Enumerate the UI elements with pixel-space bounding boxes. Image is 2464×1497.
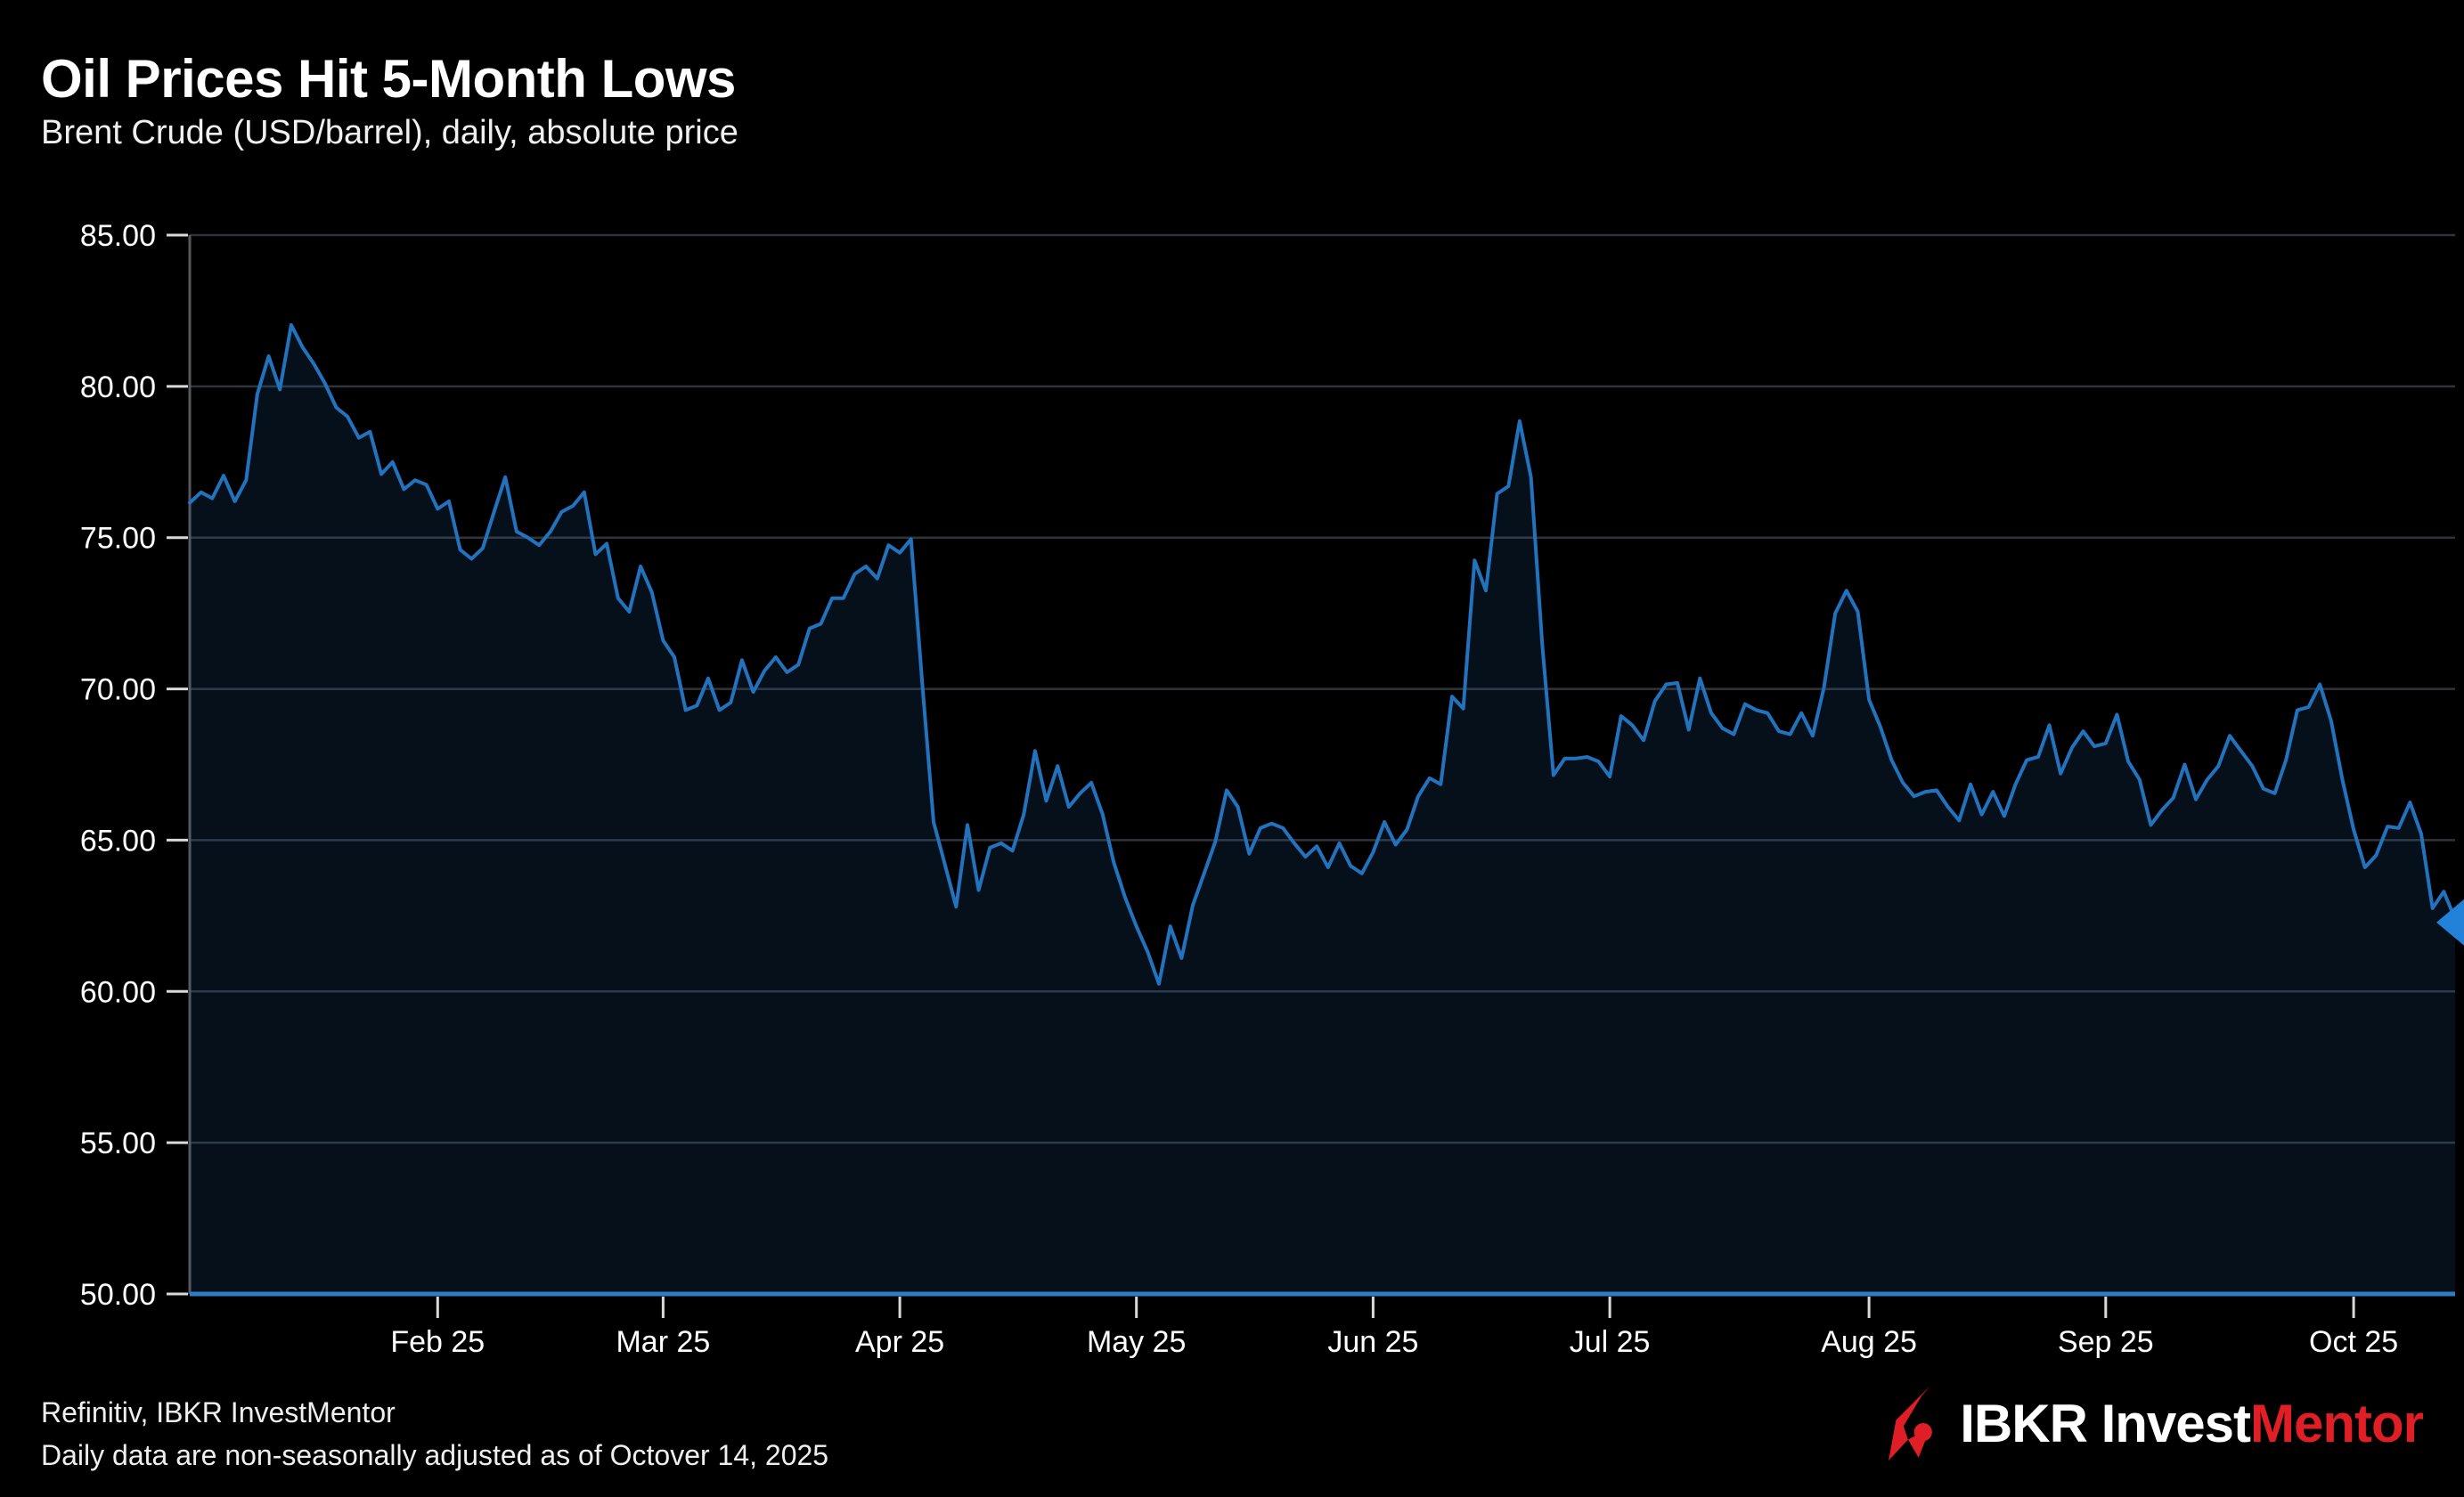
svg-text:75.00: 75.00 bbox=[80, 522, 156, 556]
svg-text:50.00: 50.00 bbox=[80, 1278, 156, 1312]
source-note: Refinitiv, IBKR InvestMentor bbox=[41, 1396, 396, 1428]
svg-text:60.00: 60.00 bbox=[80, 975, 156, 1009]
brand-logo: IBKR InvestMentor bbox=[1889, 1385, 2424, 1461]
series-line bbox=[188, 322, 2457, 986]
svg-text:Jul 25: Jul 25 bbox=[1570, 1325, 1651, 1359]
svg-text:Apr 25: Apr 25 bbox=[855, 1325, 944, 1359]
series-area bbox=[190, 324, 2455, 1294]
svg-text:Aug 25: Aug 25 bbox=[1821, 1325, 1917, 1359]
logo-blade bbox=[1889, 1385, 1931, 1461]
page-title: Oil Prices Hit 5-Month Lows bbox=[41, 49, 736, 110]
logo-text-red: Mentor bbox=[2250, 1393, 2424, 1453]
svg-text:Sep 25: Sep 25 bbox=[2058, 1325, 2154, 1359]
svg-text:65.00: 65.00 bbox=[80, 824, 156, 858]
svg-text:85.00: 85.00 bbox=[80, 219, 156, 253]
svg-text:80.00: 80.00 bbox=[80, 370, 156, 404]
svg-text:Mar 25: Mar 25 bbox=[616, 1325, 710, 1359]
latest-value-marker bbox=[2436, 899, 2464, 946]
svg-text:Oct 25: Oct 25 bbox=[2309, 1325, 2398, 1359]
svg-text:55.00: 55.00 bbox=[80, 1127, 156, 1160]
logo-text-white: IBKR Invest bbox=[1960, 1393, 2251, 1453]
svg-text:Jun 25: Jun 25 bbox=[1327, 1325, 1418, 1359]
ibkr-logo-icon bbox=[1889, 1385, 1933, 1461]
logo-text: IBKR InvestMentor bbox=[1960, 1393, 2424, 1454]
svg-text:70.00: 70.00 bbox=[80, 673, 156, 707]
asof-note: Daily data are non-seasonally adjusted a… bbox=[41, 1439, 829, 1471]
chart-subtitle: Brent Crude (USD/barrel), daily, absolut… bbox=[41, 114, 738, 151]
svg-text:Feb 25: Feb 25 bbox=[390, 1325, 485, 1359]
x-ticks-and-labels: Feb 25 Mar 25 Apr 25 May 25 Jun 25 Jul 25 Aug … bbox=[390, 1297, 2398, 1359]
svg-text:May 25: May 25 bbox=[1087, 1325, 1187, 1359]
logo-dot bbox=[1913, 1423, 1933, 1442]
